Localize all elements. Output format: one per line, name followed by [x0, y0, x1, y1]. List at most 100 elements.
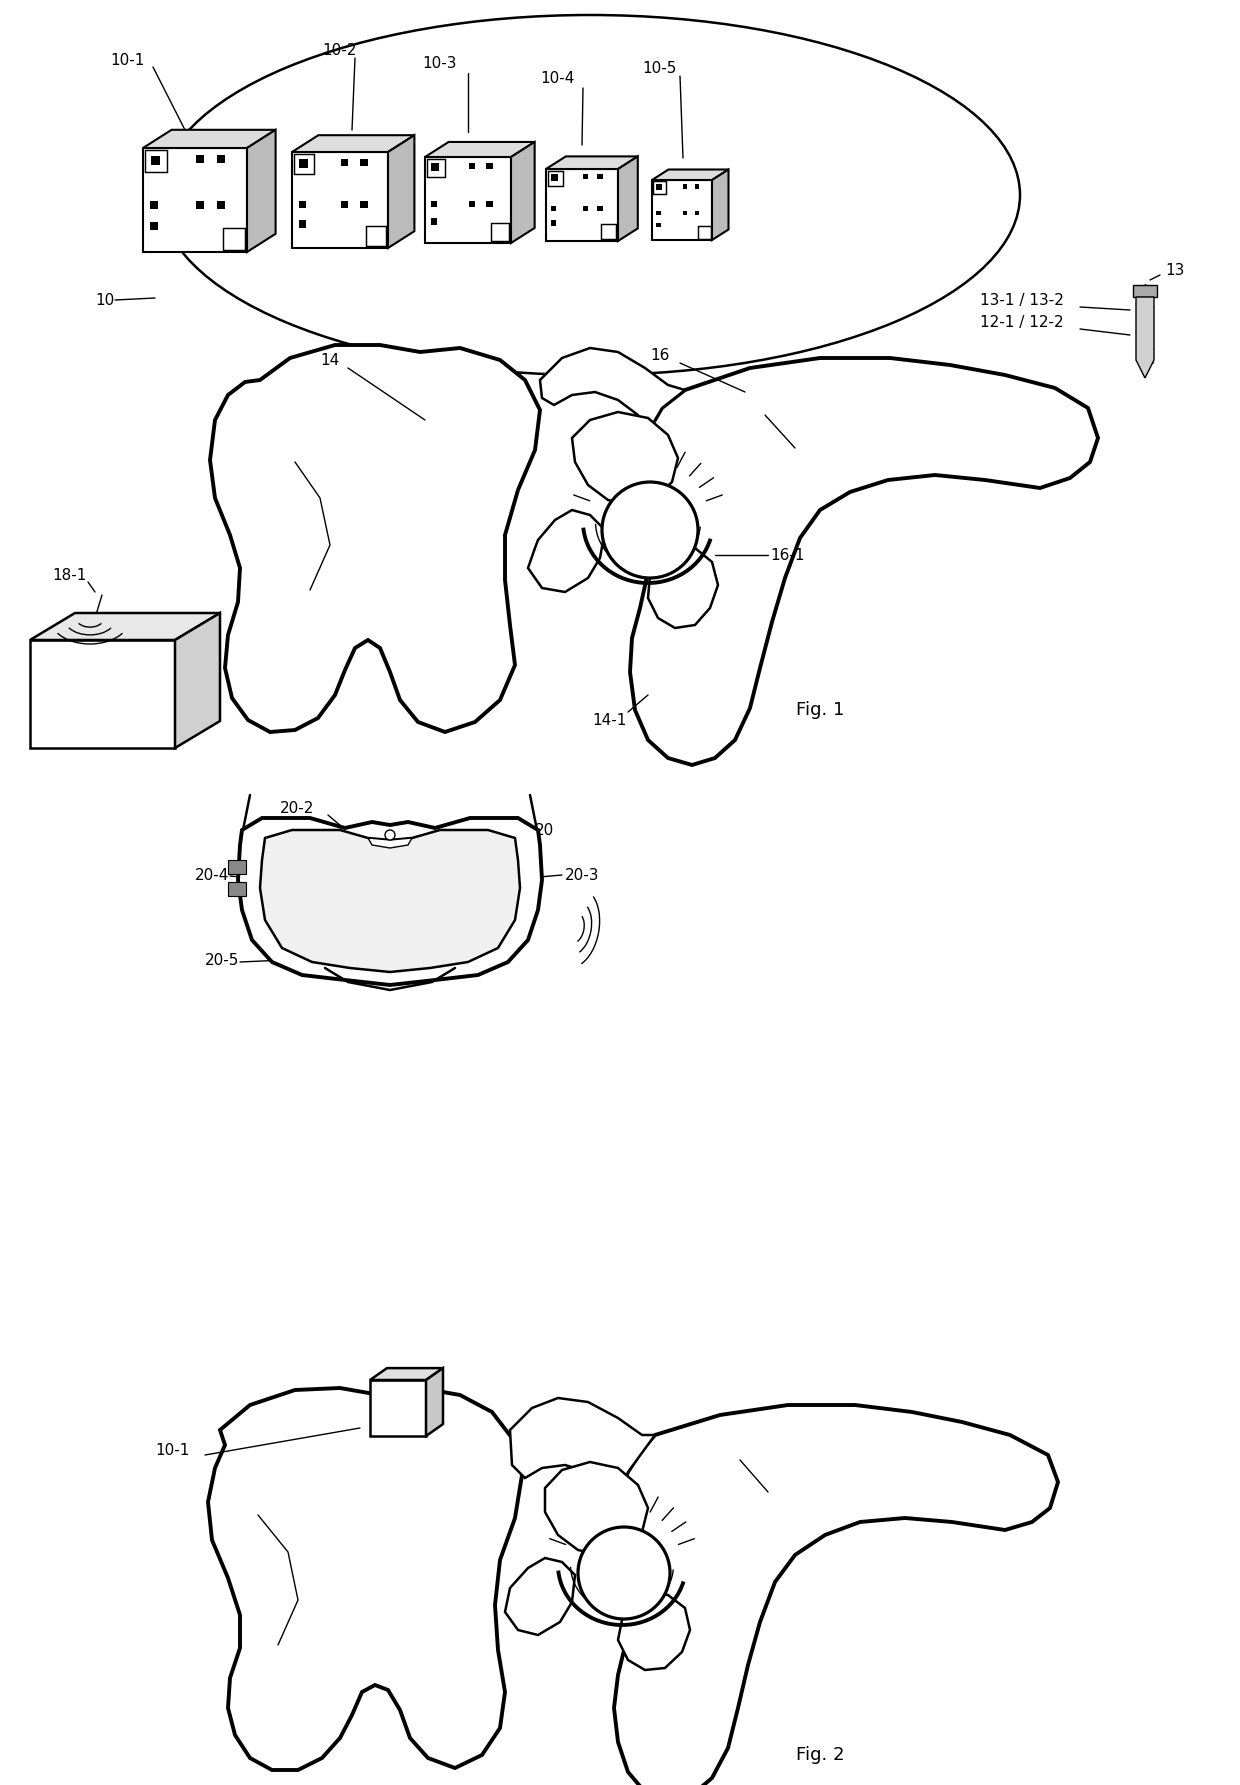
- Bar: [469, 202, 475, 207]
- Polygon shape: [175, 612, 219, 748]
- Polygon shape: [510, 1398, 655, 1499]
- Bar: [432, 162, 439, 171]
- Text: 20-4: 20-4: [195, 868, 229, 882]
- Polygon shape: [210, 345, 539, 732]
- Polygon shape: [528, 511, 605, 593]
- Polygon shape: [652, 180, 712, 239]
- Bar: [341, 159, 348, 166]
- Text: 10: 10: [95, 293, 114, 307]
- Text: 10-1: 10-1: [155, 1442, 190, 1458]
- Bar: [486, 202, 492, 207]
- Text: 14: 14: [320, 352, 340, 368]
- Polygon shape: [425, 143, 534, 157]
- Polygon shape: [291, 152, 388, 248]
- Text: 20-5: 20-5: [205, 953, 239, 967]
- Text: 18-1: 18-1: [52, 568, 87, 582]
- Polygon shape: [291, 136, 414, 152]
- Text: 20-2: 20-2: [280, 800, 315, 816]
- Text: 16-1: 16-1: [770, 548, 805, 562]
- Bar: [583, 205, 588, 211]
- Bar: [469, 162, 475, 170]
- Bar: [551, 220, 557, 225]
- Bar: [341, 202, 348, 209]
- Text: 10-4: 10-4: [541, 70, 575, 86]
- Polygon shape: [618, 157, 637, 241]
- Polygon shape: [427, 1367, 443, 1435]
- Polygon shape: [208, 1389, 522, 1771]
- Bar: [694, 211, 699, 216]
- Bar: [430, 202, 438, 207]
- Text: 20-3: 20-3: [565, 868, 599, 882]
- Text: 10-3: 10-3: [423, 55, 458, 70]
- Bar: [430, 218, 438, 225]
- Polygon shape: [247, 130, 275, 252]
- Text: 10-2: 10-2: [322, 43, 357, 57]
- Polygon shape: [370, 1367, 443, 1380]
- Bar: [150, 202, 157, 209]
- Bar: [361, 202, 367, 209]
- Bar: [217, 202, 224, 209]
- Polygon shape: [546, 1462, 649, 1555]
- Polygon shape: [30, 641, 175, 748]
- Bar: [656, 211, 661, 216]
- Polygon shape: [649, 544, 718, 628]
- Bar: [150, 155, 160, 166]
- Text: 10-1: 10-1: [110, 52, 144, 68]
- Polygon shape: [614, 1405, 1058, 1785]
- Text: 13: 13: [1166, 262, 1184, 277]
- Text: 20-1: 20-1: [310, 962, 345, 978]
- Bar: [598, 205, 603, 211]
- Circle shape: [578, 1526, 670, 1619]
- Polygon shape: [618, 1592, 689, 1671]
- Polygon shape: [511, 143, 534, 243]
- Bar: [552, 175, 558, 180]
- Bar: [656, 184, 662, 189]
- Circle shape: [601, 482, 698, 578]
- Text: 10-5: 10-5: [642, 61, 677, 75]
- Bar: [683, 211, 687, 216]
- Circle shape: [384, 830, 396, 841]
- Bar: [196, 155, 205, 162]
- Text: 13-1 / 13-2: 13-1 / 13-2: [980, 293, 1064, 307]
- Bar: [228, 882, 246, 896]
- Polygon shape: [370, 1380, 427, 1435]
- Bar: [196, 202, 205, 209]
- Polygon shape: [572, 412, 678, 505]
- Bar: [228, 860, 246, 875]
- Polygon shape: [143, 130, 275, 148]
- Text: Fig. 2: Fig. 2: [796, 1746, 844, 1764]
- Bar: [486, 162, 492, 170]
- Polygon shape: [546, 157, 637, 170]
- Text: 12-1 / 12-2: 12-1 / 12-2: [980, 314, 1064, 330]
- Polygon shape: [652, 170, 729, 180]
- Bar: [683, 184, 687, 189]
- Bar: [299, 202, 305, 209]
- Polygon shape: [1136, 296, 1154, 378]
- Bar: [551, 205, 557, 211]
- Bar: [656, 223, 661, 227]
- Polygon shape: [505, 1558, 575, 1635]
- Bar: [598, 173, 603, 179]
- Polygon shape: [630, 359, 1097, 766]
- Text: 18: 18: [185, 630, 205, 646]
- Polygon shape: [368, 837, 412, 848]
- Bar: [361, 159, 367, 166]
- Bar: [217, 155, 224, 162]
- Polygon shape: [143, 148, 247, 252]
- Polygon shape: [546, 170, 618, 241]
- Polygon shape: [30, 612, 219, 641]
- Polygon shape: [712, 170, 729, 239]
- Text: 16: 16: [650, 348, 670, 362]
- Polygon shape: [425, 157, 511, 243]
- Text: Fig. 1: Fig. 1: [796, 702, 844, 719]
- Bar: [299, 159, 308, 168]
- Polygon shape: [388, 136, 414, 248]
- Text: 20-6: 20-6: [388, 967, 423, 982]
- Polygon shape: [539, 348, 684, 432]
- Polygon shape: [238, 818, 542, 985]
- Bar: [150, 221, 157, 230]
- Bar: [583, 173, 588, 179]
- Text: 14-1: 14-1: [593, 712, 627, 728]
- Polygon shape: [260, 830, 520, 973]
- Bar: [299, 221, 305, 227]
